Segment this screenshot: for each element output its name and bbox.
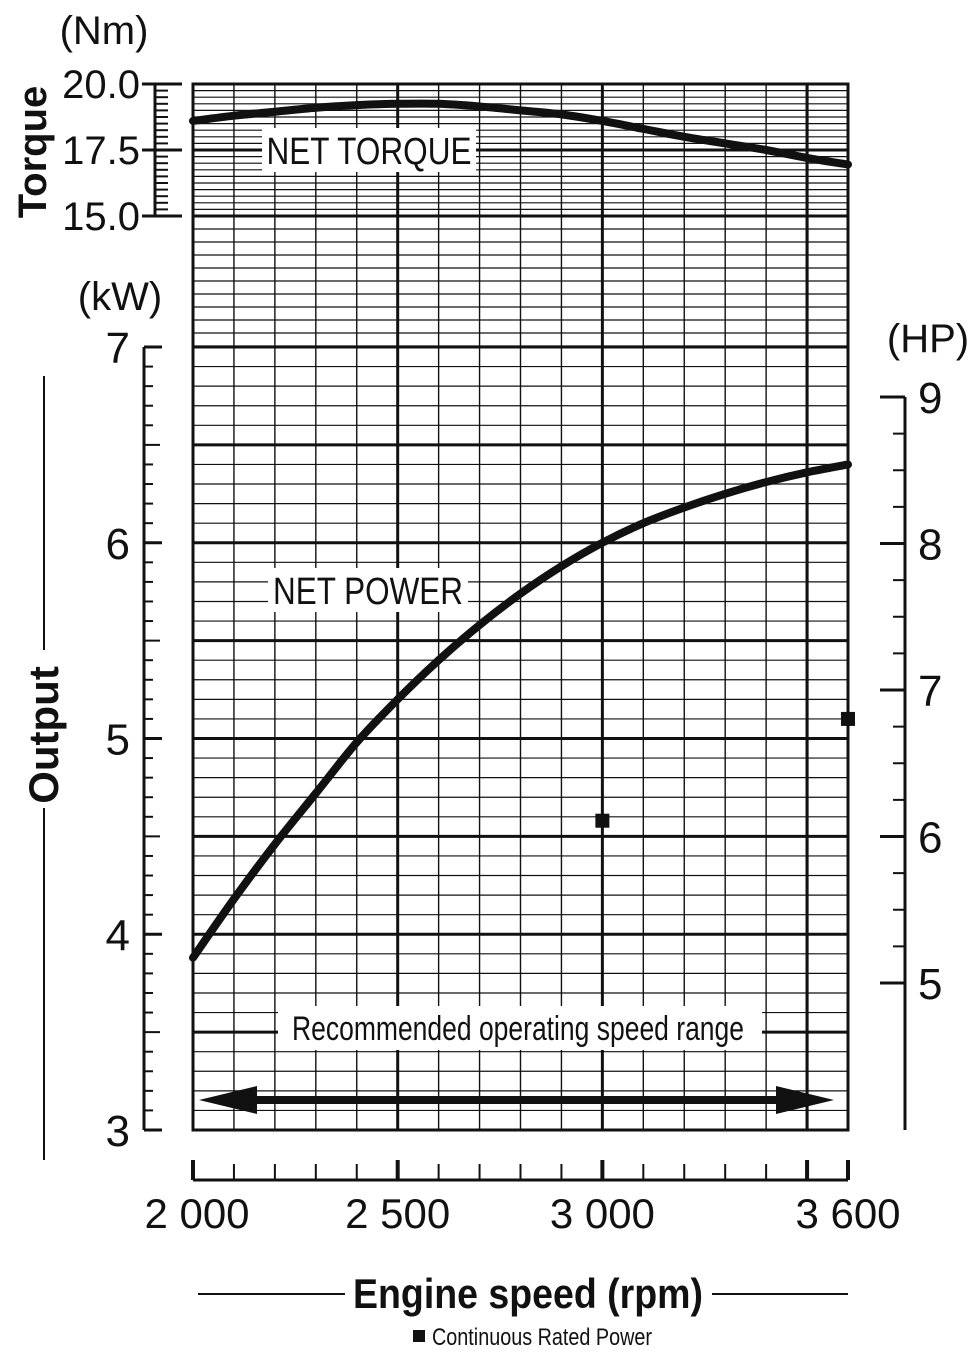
plot-frame [191, 82, 850, 1132]
x-tick-label: 3 000 [550, 1190, 655, 1237]
x-axis-title: Engine speed (rpm) [353, 1270, 703, 1317]
torque-axis-title: Torque [11, 86, 55, 219]
continuous-rated-power-markers [595, 711, 855, 828]
legend-square-icon [413, 1330, 425, 1342]
operating-range-arrow [199, 1086, 834, 1114]
x-tick-label: 3 600 [795, 1190, 900, 1237]
output-tick-label: 4 [106, 911, 130, 960]
torque-tick-label: 17.5 [62, 129, 140, 173]
net-power-label-bg [268, 568, 468, 612]
output-tick-label: 3 [106, 1107, 130, 1156]
net-torque-line [189, 99, 852, 169]
rated-power-marker [841, 711, 855, 726]
legend-continuous-rated-power: Continuous Rated Power [432, 1324, 652, 1351]
net-torque-series-label: NET TORQUE [267, 131, 472, 173]
hp-tick-label: 8 [918, 521, 942, 570]
x-axis: 2 000 2 500 3 000 3 600 [144, 1160, 901, 1237]
output-axis-title: Output [20, 666, 67, 804]
hp-tick-label: 7 [918, 667, 942, 716]
net-power-series-label: NET POWER [273, 571, 463, 613]
range-arrow-left-head [199, 1086, 257, 1114]
operating-range-label: Recommended operating speed range [292, 1010, 744, 1048]
net-power-line [189, 460, 852, 962]
output-tick-label: 5 [106, 716, 130, 765]
output-tick-label: 7 [106, 324, 130, 373]
output-unit-label: (kW) [78, 275, 162, 319]
operating-range-label-bg [278, 1006, 762, 1050]
grid-minor-lines [193, 84, 848, 1130]
rated-power-marker [595, 813, 610, 828]
hp-tick-label: 5 [918, 960, 942, 1009]
hp-unit-label: (HP) [887, 317, 968, 361]
output-tick-label: 6 [106, 520, 130, 569]
torque-axis: 20.0 17.5 15.0 [62, 63, 182, 239]
hp-tick-label: 9 [918, 374, 942, 423]
hp-axis: 9 8 7 6 5 [880, 374, 942, 1130]
torque-tick-label: 20.0 [62, 63, 140, 107]
torque-unit-label: (Nm) [60, 9, 149, 53]
range-arrow-right-head [776, 1086, 834, 1114]
net-torque-label-bg [262, 128, 476, 172]
x-tick-label: 2 500 [345, 1190, 450, 1237]
x-tick-label: 2 000 [144, 1190, 249, 1237]
output-axis: 7 6 5 4 3 [106, 324, 162, 1156]
torque-tick-label: 15.0 [62, 195, 140, 239]
hp-tick-label: 6 [918, 814, 942, 863]
